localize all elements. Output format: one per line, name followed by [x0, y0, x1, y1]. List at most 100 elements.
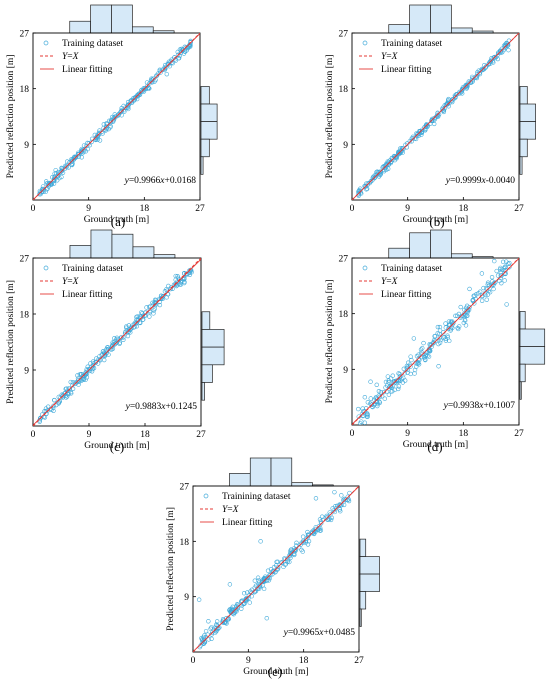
data-point: [206, 619, 211, 624]
data-point: [487, 59, 492, 65]
data-point: [364, 411, 370, 416]
data-point: [151, 308, 157, 313]
fit-equation: y=0.9999x-0.0040: [445, 176, 515, 186]
data-point: [179, 279, 184, 285]
panel-label: (c): [110, 439, 124, 454]
top-histogram-bar: [90, 4, 112, 34]
data-point: [423, 352, 429, 357]
data-point: [506, 47, 511, 53]
data-point: [201, 634, 206, 640]
data-point: [383, 385, 388, 390]
data-point: [209, 636, 214, 641]
right-histogram-bar: [519, 103, 536, 122]
plot-frame: [32, 32, 201, 201]
data-point: [81, 376, 86, 382]
data-point: [57, 175, 62, 181]
legend-label-identity: Y=X: [62, 277, 80, 287]
data-point: [76, 382, 81, 387]
data-point: [368, 396, 373, 401]
data-point: [261, 586, 267, 592]
top-histogram-bar: [451, 27, 473, 34]
data-point: [108, 125, 113, 130]
legend-label-fit: Linear fitting: [62, 289, 113, 300]
fit-equation: y=0.9966x+0.0168: [124, 176, 197, 186]
top-histogram-bar: [451, 253, 473, 259]
data-point: [463, 323, 469, 328]
data-point: [126, 103, 131, 108]
data-point: [150, 300, 155, 305]
data-point: [129, 324, 134, 330]
y-tick-label: 27: [339, 30, 349, 40]
data-point: [64, 165, 69, 170]
data-point: [60, 167, 65, 172]
data-point: [396, 371, 401, 376]
data-point: [414, 353, 420, 359]
data-point: [118, 335, 124, 340]
data-point: [401, 366, 407, 372]
data-point: [356, 406, 361, 412]
data-point: [164, 287, 169, 292]
data-point: [386, 162, 391, 167]
data-point: [420, 345, 425, 351]
data-point: [397, 374, 403, 379]
data-point: [196, 597, 202, 602]
x-tick-label: 9: [87, 430, 92, 440]
chart-panel-c: 0 9 18 27 9 18 27 Ground truth [m] Predicted ref…: [5, 229, 225, 454]
data-point: [125, 329, 131, 335]
data-point: [79, 155, 84, 160]
x-tick-label: 0: [191, 656, 196, 666]
data-point: [499, 280, 504, 286]
x-tick-label: 9: [86, 204, 91, 214]
data-point: [450, 319, 455, 324]
data-point: [470, 76, 475, 81]
data-point: [271, 564, 277, 570]
data-point: [62, 391, 67, 396]
fit-line: [193, 486, 359, 652]
top-histogram-bar: [388, 247, 410, 259]
data-point: [459, 91, 465, 96]
data-point: [388, 384, 393, 390]
legend-label-fit: Linear fitting: [381, 289, 432, 300]
data-point: [257, 583, 263, 589]
data-point: [68, 379, 73, 385]
x-tick-label: 27: [514, 204, 524, 214]
data-point: [123, 105, 128, 110]
y-tick-label: 27: [20, 255, 30, 265]
fit-equation: y=0.9965x+0.0485: [283, 628, 356, 638]
data-point: [377, 399, 382, 404]
data-point: [177, 47, 183, 52]
data-point: [79, 149, 84, 155]
data-point: [490, 282, 495, 287]
right-histogram-bar: [359, 591, 367, 610]
data-point: [339, 493, 344, 498]
data-point: [144, 305, 149, 310]
data-point: [385, 374, 391, 379]
panel-label: (d): [427, 439, 442, 454]
data-point: [285, 559, 290, 564]
data-point: [491, 286, 496, 292]
plot-area: [33, 258, 201, 426]
data-point: [430, 116, 435, 122]
right-histogram-bar: [200, 121, 218, 140]
right-histogram-bar: [359, 556, 380, 575]
x-axis-label: Ground truth [m]: [84, 215, 149, 225]
data-point: [247, 600, 252, 605]
data-point: [69, 158, 75, 163]
data-point: [374, 170, 379, 175]
data-point: [168, 286, 173, 292]
right-histogram-bar: [519, 311, 526, 330]
data-point: [464, 313, 470, 318]
data-point: [125, 102, 131, 108]
x-tick-label: 0: [350, 204, 355, 214]
data-point: [285, 556, 290, 561]
data-point: [214, 623, 219, 628]
x-axis-label: Ground truth [m]: [403, 440, 468, 450]
y-tick-label: 27: [20, 30, 30, 40]
legend-label-dataset: Training dataset: [381, 39, 442, 49]
data-point: [337, 502, 343, 507]
x-tick-label: 0: [31, 430, 36, 440]
data-point: [453, 313, 458, 318]
data-point: [487, 282, 492, 288]
data-point: [324, 515, 330, 520]
data-point: [101, 122, 107, 127]
